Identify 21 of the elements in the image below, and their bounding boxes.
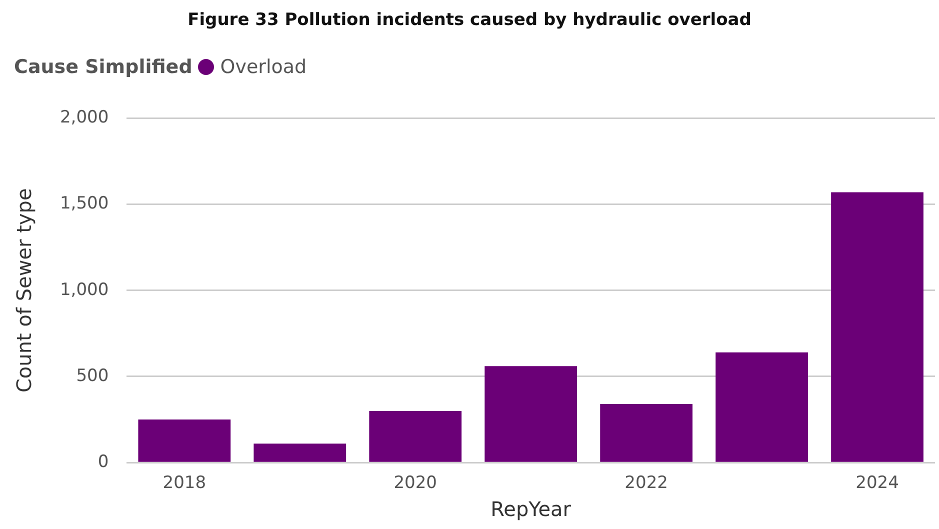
x-tick-label: 2020 (394, 473, 437, 494)
chart-title: Figure 33 Pollution incidents caused by hydraulic overload (186, 10, 752, 30)
y-tick-label: 1,000 (60, 280, 109, 300)
bar (484, 366, 578, 462)
bar (254, 444, 346, 462)
y-tick-label: 2,000 (60, 108, 109, 128)
bar (716, 352, 808, 462)
bar (831, 192, 924, 462)
legend-label: Overload (220, 56, 307, 78)
y-axis-title: Count of Sewer type (12, 188, 36, 393)
x-tick-label: 2018 (162, 473, 206, 494)
x-tick-label: 2024 (856, 473, 899, 494)
x-axis-title: RepYear (490, 497, 572, 522)
y-tick-label: 0 (98, 452, 109, 472)
legend-title: Cause Simplified (14, 56, 192, 78)
bar (600, 404, 692, 462)
y-tick-label: 500 (76, 366, 109, 386)
y-tick-label: 1,500 (60, 194, 109, 214)
bar (138, 420, 231, 462)
x-tick-label: 2022 (624, 473, 668, 494)
bar (369, 410, 462, 462)
